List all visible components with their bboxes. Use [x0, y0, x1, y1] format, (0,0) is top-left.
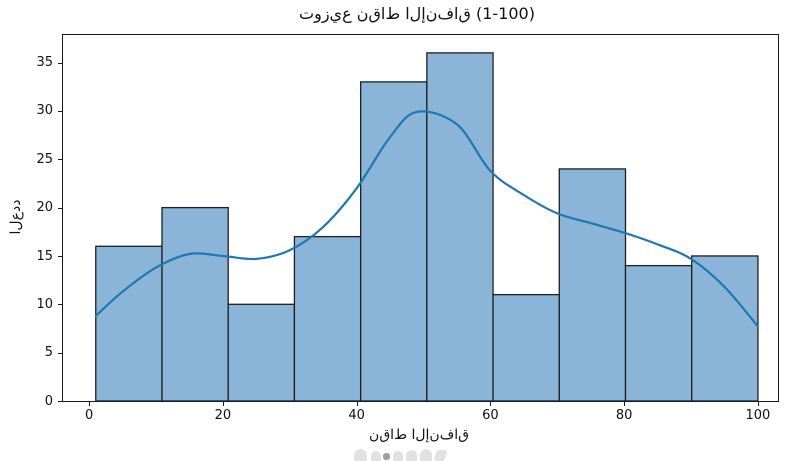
- plot-area: [62, 34, 779, 402]
- chart-title: ت‌و‌ز‌ي‌ع ن‌ق‌ا‌ط ا‌ل‌إ‌ن‌ف‌ا‌ق (1-100): [0, 4, 800, 23]
- x-tick-mark: [356, 402, 358, 406]
- watermark-shape: [371, 451, 381, 461]
- x-tick-label: 0: [84, 408, 94, 423]
- histogram-bar: [95, 245, 163, 401]
- histogram-svg: [94, 52, 759, 401]
- x-tick-label: 100: [745, 408, 771, 423]
- x-axis-label: ن‌ق‌ا‌ط ا‌ل‌إ‌ن‌ف‌ا‌ق: [0, 427, 800, 443]
- y-tick-mark: [58, 352, 62, 354]
- y-tick-mark: [58, 304, 62, 306]
- x-tick-mark: [624, 402, 626, 406]
- y-tick-label: 25: [36, 151, 53, 167]
- watermark-shape: [383, 453, 390, 460]
- y-tick-mark: [58, 159, 62, 161]
- watermark-shape: [433, 450, 448, 461]
- y-tick-mark: [58, 62, 62, 64]
- watermark: [352, 448, 452, 461]
- watermark-shape: [420, 449, 432, 461]
- y-tick-label: 35: [36, 55, 53, 71]
- x-tick-mark: [89, 402, 91, 406]
- x-tick-label: 60: [482, 408, 499, 423]
- x-tick-mark: [757, 402, 759, 406]
- y-tick-mark: [58, 207, 62, 209]
- histogram-bar: [558, 168, 627, 401]
- x-tick-label: 80: [615, 408, 633, 423]
- watermark-shape: [393, 451, 403, 461]
- y-tick-mark: [58, 401, 62, 402]
- histogram-bar: [227, 303, 296, 401]
- histogram-bar: [359, 81, 428, 401]
- histogram-bar: [691, 255, 759, 401]
- y-tick-label: 15: [36, 248, 53, 264]
- x-tick-label: 20: [214, 408, 232, 423]
- x-tick-mark: [222, 402, 224, 406]
- y-axis-label: ا‌ل‌ع‌د‌د: [8, 0, 24, 437]
- y-tick-label: 10: [36, 296, 53, 312]
- x-axis-label-text: ن‌ق‌ا‌ط ا‌ل‌إ‌ن‌ف‌ا‌ق: [369, 427, 469, 443]
- y-tick-mark: [58, 256, 62, 257]
- histogram-bar: [624, 264, 693, 401]
- kde-curve: [94, 110, 759, 328]
- y-tick-mark: [58, 110, 62, 112]
- x-tick-label: 40: [348, 408, 365, 423]
- chart-title-text: ت‌و‌ز‌ي‌ع ن‌ق‌ا‌ط ا‌ل‌إ‌ن‌ف‌ا‌ق (1-100): [299, 4, 535, 23]
- y-tick-label: 30: [36, 103, 53, 119]
- y-axis-label-text: ا‌ل‌ع‌د‌د: [8, 199, 24, 235]
- y-tick-label: 0: [44, 393, 53, 409]
- histogram-bar: [492, 293, 560, 401]
- histogram-bar: [293, 235, 362, 401]
- watermark-shape: [406, 450, 417, 461]
- histogram-bar: [426, 52, 494, 401]
- y-tick-label: 5: [44, 345, 53, 361]
- y-tick-label: 20: [36, 200, 53, 216]
- histogram-bar: [161, 206, 229, 401]
- x-tick-mark: [490, 402, 492, 406]
- watermark-shape: [354, 449, 367, 461]
